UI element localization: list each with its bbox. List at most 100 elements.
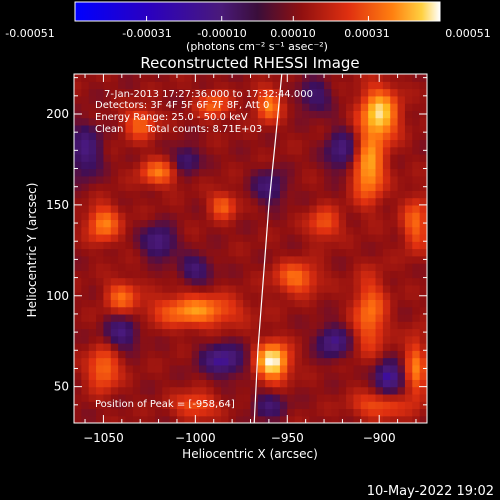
heatmap-cell	[404, 81, 413, 90]
heatmap-cell	[206, 408, 215, 417]
heatmap-cell	[257, 153, 266, 162]
heatmap-cell	[103, 168, 112, 177]
heatmap-cell	[110, 343, 119, 351]
heatmap-cell	[154, 88, 163, 97]
heatmap-cell	[184, 364, 193, 373]
heatmap-cell	[404, 204, 413, 213]
heatmap-cell	[316, 81, 325, 90]
heatmap-cell	[331, 284, 340, 293]
heatmap-cell	[287, 183, 296, 191]
heatmap-cell	[191, 255, 200, 264]
heatmap-cell	[324, 153, 332, 162]
heatmap-cell	[404, 175, 413, 184]
heatmap-cell	[228, 393, 237, 402]
heatmap-cell	[338, 241, 347, 250]
heatmap-cell	[74, 168, 82, 177]
heatmap-cell	[176, 393, 185, 402]
heatmap-cell	[309, 350, 318, 359]
heatmap-cell	[154, 328, 163, 337]
heatmap-cell	[346, 103, 355, 111]
heatmap-cell	[272, 88, 281, 97]
heatmap-cell	[301, 321, 310, 330]
heatmap-cell	[235, 190, 244, 199]
heatmap-cell	[88, 372, 97, 380]
heatmap-cell	[154, 350, 163, 359]
heatmap-cell	[382, 335, 391, 344]
heatmap-cell	[169, 146, 178, 155]
heatmap-cell	[346, 255, 355, 264]
heatmap-cell	[397, 379, 406, 388]
heatmap-cell	[88, 183, 97, 191]
heatmap-cell	[316, 350, 325, 359]
heatmap-cell	[397, 146, 406, 155]
heatmap-cell	[301, 168, 310, 177]
heatmap-cell	[257, 401, 266, 410]
heatmap-cell	[176, 415, 185, 423]
heatmap-cell	[110, 277, 119, 286]
heatmap-cell	[235, 175, 244, 184]
heatmap-cell	[96, 415, 105, 423]
heatmap-cell	[404, 132, 413, 141]
heatmap-cell	[316, 255, 325, 264]
heatmap-cell	[96, 263, 105, 271]
heatmap-cell	[243, 88, 252, 97]
heatmap-cell	[221, 226, 230, 235]
heatmap-cell	[250, 270, 259, 279]
heatmap-cell	[382, 386, 391, 395]
heatmap-cell	[287, 74, 296, 82]
heatmap-cell	[235, 146, 244, 155]
heatmap-cell	[125, 328, 134, 337]
heatmap-cell	[412, 255, 421, 264]
heatmap-cell	[331, 190, 340, 199]
heatmap-cell	[140, 124, 149, 133]
heatmap-cell	[412, 372, 421, 380]
heatmap-cell	[338, 306, 347, 315]
heatmap-cell	[404, 386, 413, 395]
heatmap-cell	[397, 190, 406, 199]
heatmap-cell	[154, 292, 163, 300]
heatmap-cell	[162, 263, 171, 271]
heatmap-cell	[338, 357, 347, 366]
heatmap-cell	[294, 393, 303, 402]
heatmap-cell	[353, 124, 362, 133]
heatmap-cell	[257, 248, 266, 257]
heatmap-cell	[140, 350, 149, 359]
heatmap-cell	[140, 103, 149, 111]
heatmap-cell	[243, 146, 252, 155]
heatmap-cell	[103, 233, 112, 242]
heatmap-cell	[228, 284, 237, 293]
heatmap-cell	[412, 335, 421, 344]
heatmap-cell	[154, 321, 163, 330]
heatmap-cell	[279, 335, 288, 344]
heatmap-cell	[118, 335, 127, 344]
heatmap-cell	[169, 117, 178, 126]
heatmap-cell	[324, 263, 332, 271]
heatmap-cell	[353, 277, 362, 286]
heatmap-cell	[176, 313, 185, 322]
heatmap-cell	[184, 168, 193, 177]
heatmap-cell	[125, 219, 134, 228]
heatmap-cell	[118, 328, 127, 337]
heatmap-cell	[279, 168, 288, 177]
heatmap-cell	[81, 321, 90, 330]
heatmap-cell	[118, 277, 127, 286]
heatmap-cell	[360, 117, 369, 126]
heatmap-cell	[272, 146, 281, 155]
heatmap-cell	[419, 95, 427, 104]
heatmap-cell	[360, 364, 369, 373]
heatmap-cell	[191, 379, 200, 388]
heatmap-cell	[301, 386, 310, 395]
heatmap-cell	[353, 153, 362, 162]
heatmap-cell	[382, 357, 391, 366]
heatmap-cell	[169, 88, 178, 97]
heatmap-cell	[88, 204, 97, 213]
heatmap-cell	[338, 255, 347, 264]
heatmap-cell	[382, 124, 391, 133]
heatmap-cell	[96, 357, 105, 366]
heatmap-cell	[221, 313, 230, 322]
heatmap-cell	[176, 386, 185, 395]
heatmap-cell	[154, 386, 163, 395]
heatmap-cell	[309, 313, 318, 322]
heatmap-cell	[382, 248, 391, 257]
